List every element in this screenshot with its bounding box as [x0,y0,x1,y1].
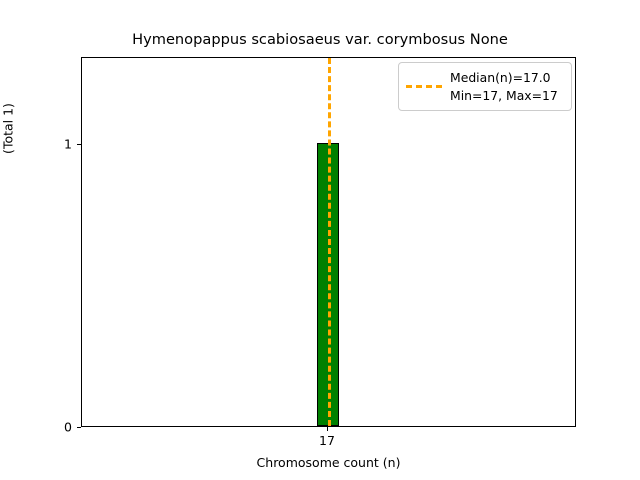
legend-label-median: Median(n)=17.0 [450,70,551,85]
y-tick-mark-1 [77,144,81,145]
y-tick-label-0: 0 [64,419,72,435]
chart-title: Hymenopappus scabiosaeus var. corymbosus… [132,31,508,48]
plot-axes-frame [81,57,576,427]
legend-entry-text: Median(n)=17.0 Min=17, Max=17 [450,69,558,104]
legend-dashed-line-icon [406,85,442,89]
y-axis-label: Num of counts (Total 1) [0,103,15,154]
median-line [328,58,331,426]
x-axis-label: Chromosome count (n) [256,455,401,470]
chart-legend[interactable]: Median(n)=17.0 Min=17, Max=17 [398,62,572,112]
y-tick-mark-0 [77,427,81,428]
plot-area [82,58,575,426]
legend-label-minmax: Min=17, Max=17 [450,87,558,103]
y-tick-label-1: 1 [64,136,72,152]
x-tick-mark-17 [327,427,328,431]
legend-entry-median: Median(n)=17.0 Min=17, Max=17 [406,69,563,104]
x-tick-label-17: 17 [319,433,335,448]
